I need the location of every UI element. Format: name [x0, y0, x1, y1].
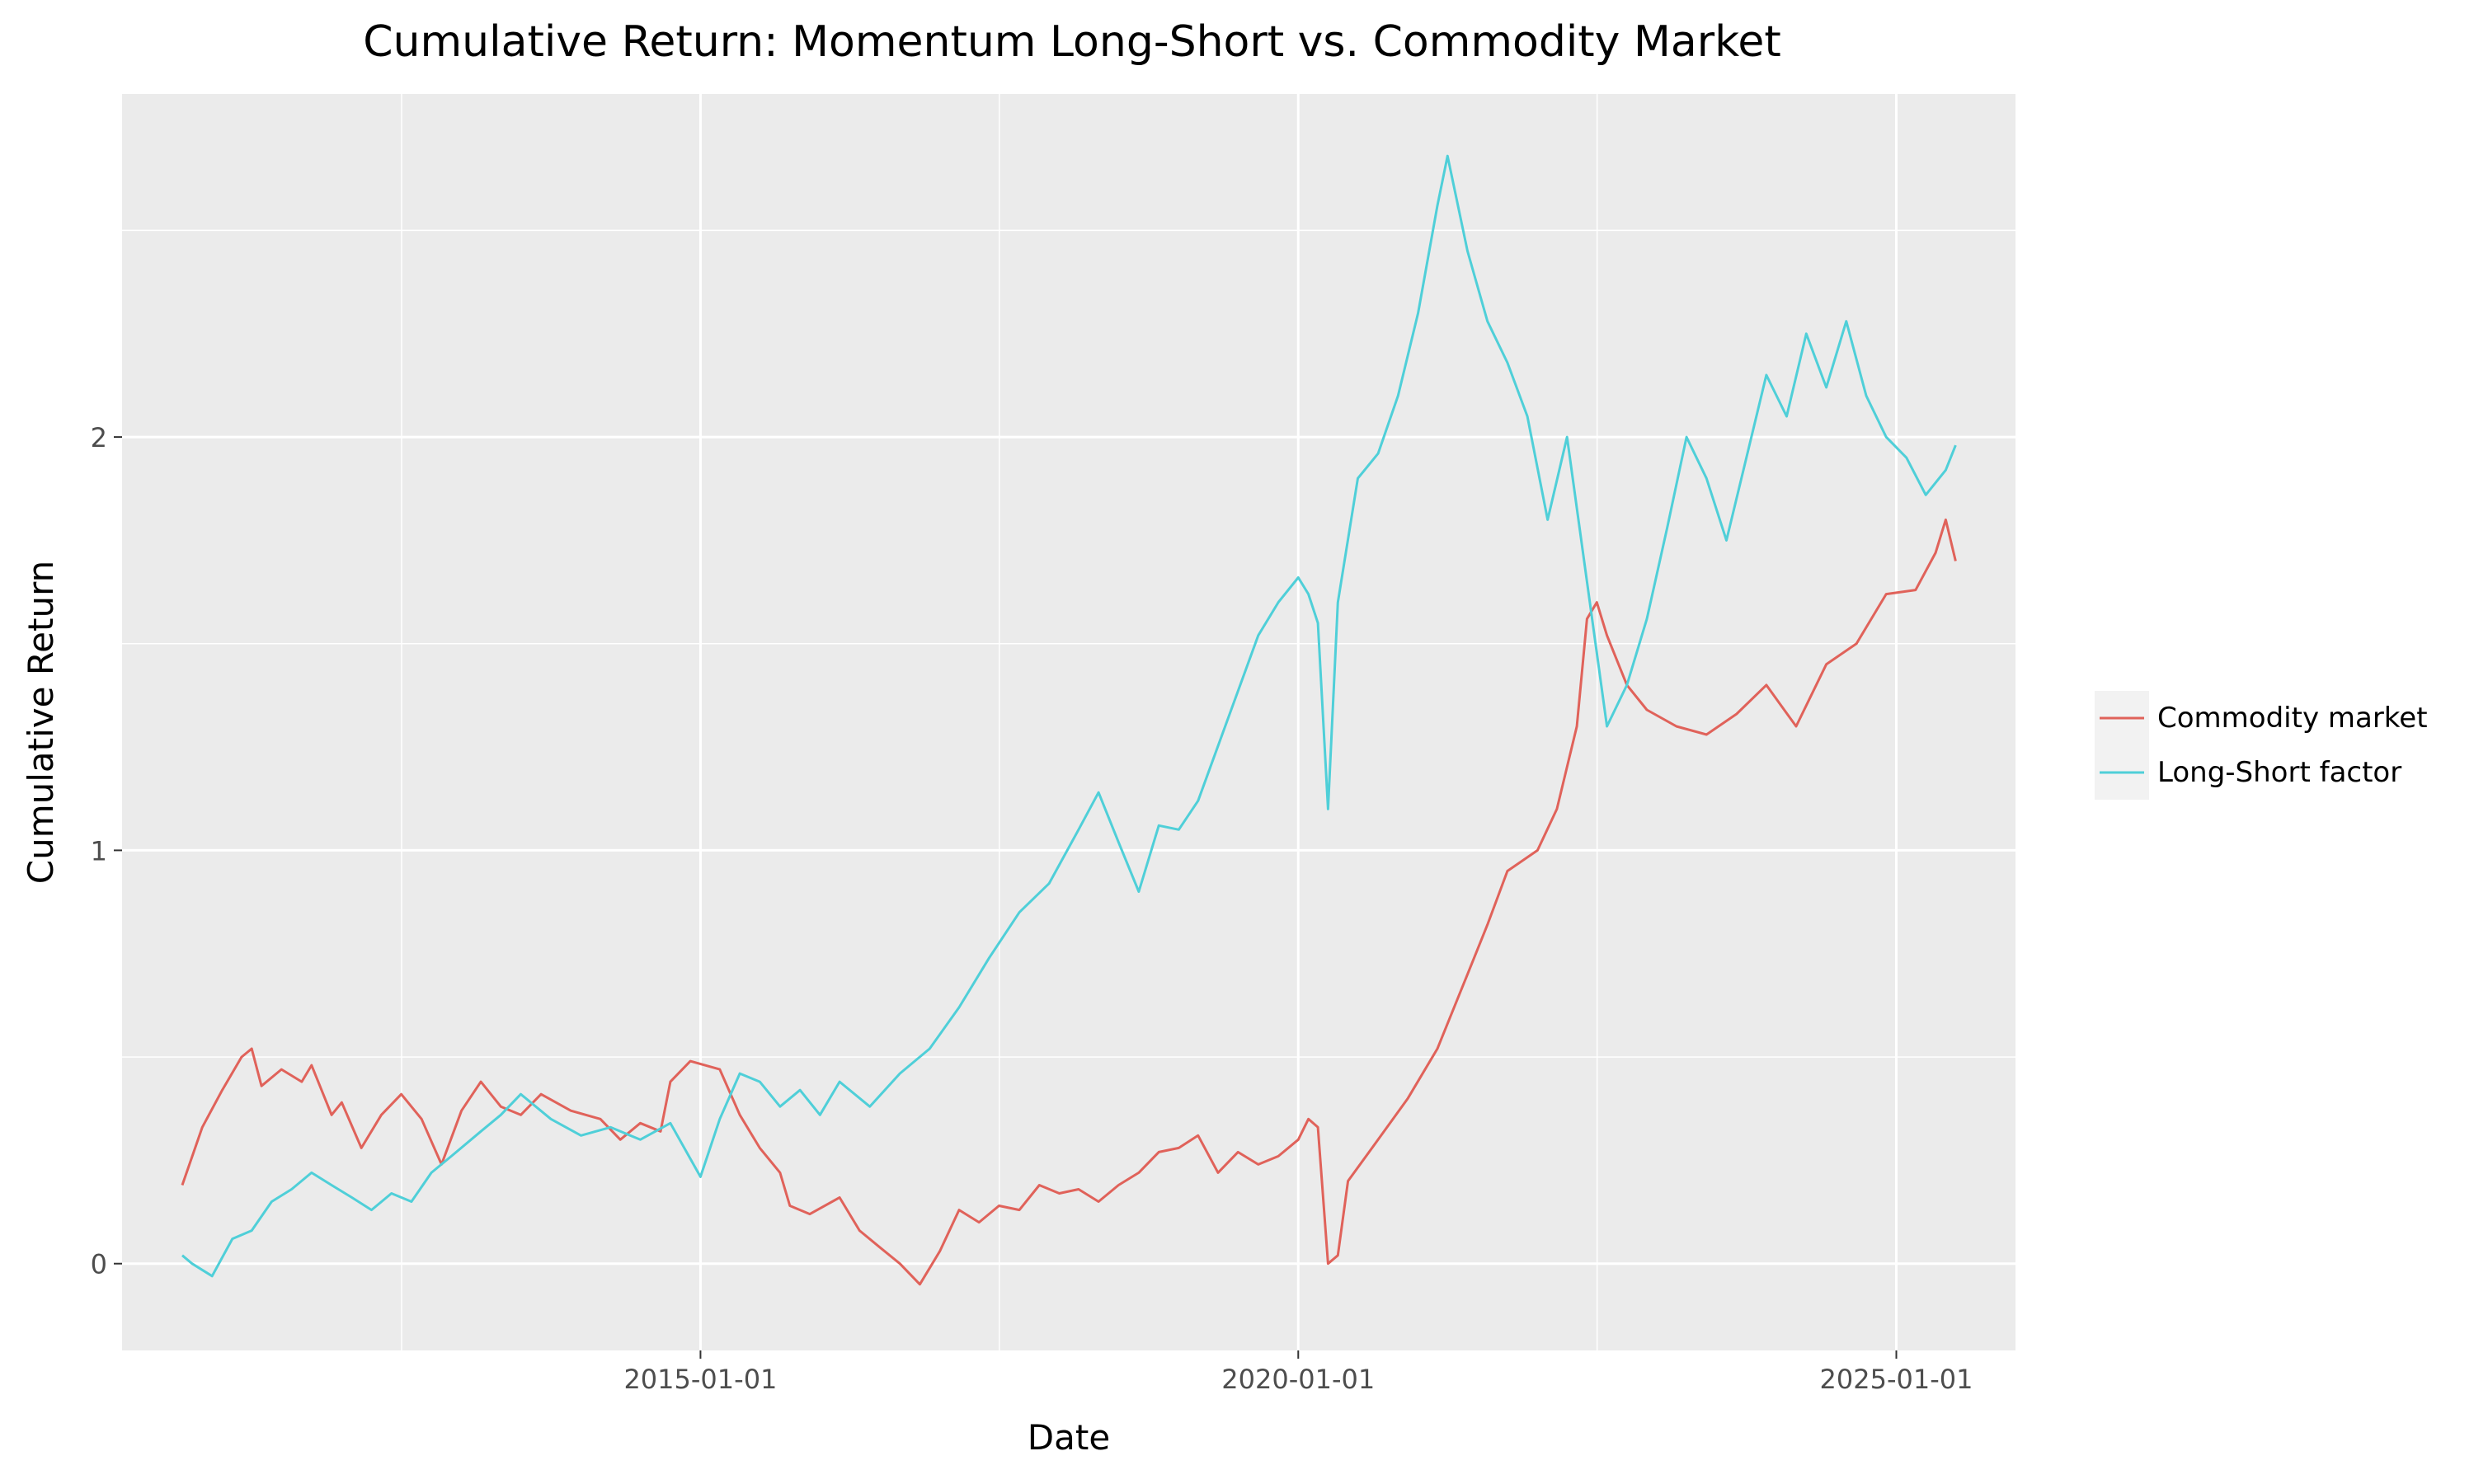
y-axis: 0 1 2 — [91, 422, 122, 1280]
x-axis-title: Date — [1028, 1417, 1110, 1458]
x-tick-label: 2025-01-01 — [1820, 1364, 1973, 1395]
y-tick-label: 1 — [91, 835, 107, 866]
y-tick-label: 2 — [91, 422, 107, 453]
series-line-long-short-factor — [181, 154, 1957, 1278]
x-tick-label: 2015-01-01 — [623, 1364, 777, 1395]
x-axis: 2015-01-01 2020-01-01 2025-01-01 — [623, 1350, 1973, 1395]
series-line-commodity-market — [181, 518, 1957, 1286]
grid-minor — [122, 94, 2015, 1350]
grid-major — [122, 94, 2015, 1350]
legend-label: Long-Short factor — [2157, 756, 2401, 789]
legend: Commodity market Long-Short factor — [2095, 691, 2428, 800]
x-tick-label: 2020-01-01 — [1221, 1364, 1375, 1395]
y-tick-label: 0 — [91, 1249, 107, 1280]
series-layer — [181, 154, 1957, 1286]
chart-title: Cumulative Return: Momentum Long-Short v… — [363, 17, 1780, 67]
y-axis-title: Cumulative Return — [21, 561, 61, 884]
legend-label: Commodity market — [2157, 702, 2428, 735]
plot-panel — [122, 94, 2015, 1350]
